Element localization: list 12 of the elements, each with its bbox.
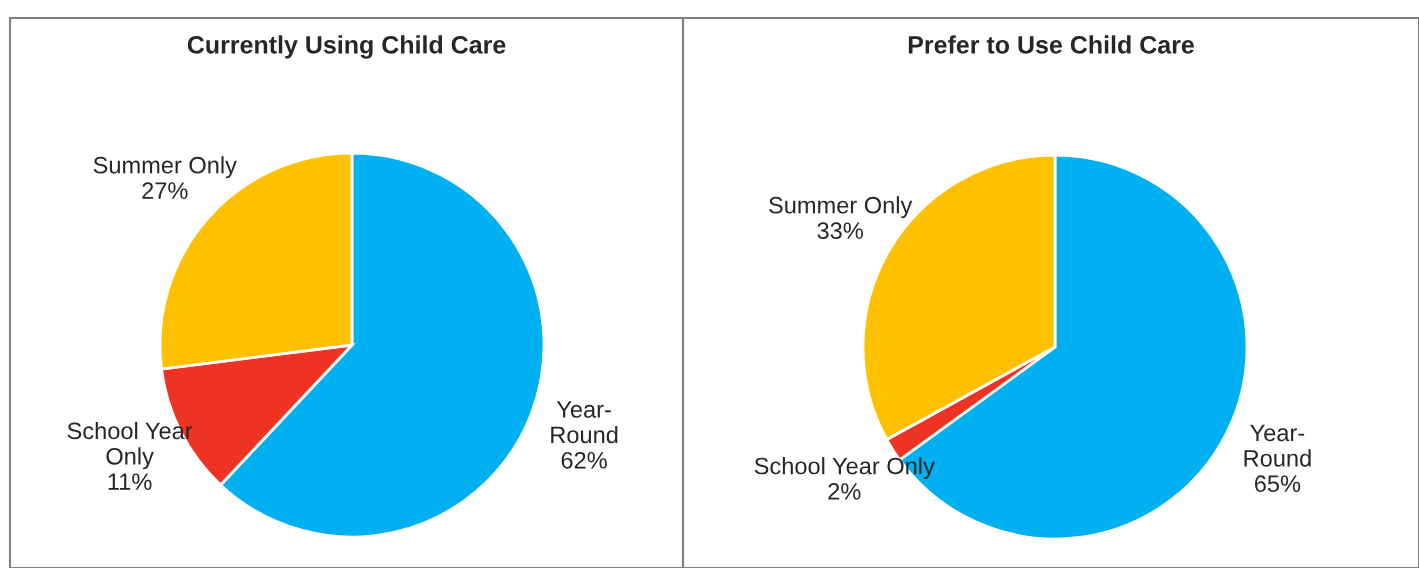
data-label: 11% <box>108 473 152 490</box>
slice-label: Summer Only <box>769 196 913 219</box>
data-label: 27% <box>142 182 188 199</box>
slice-label: Year- Round <box>551 401 618 444</box>
data-label: 33% <box>817 222 863 239</box>
chart-title: Currently Using Child Care <box>187 35 506 59</box>
data-label: 62% <box>561 451 607 469</box>
data-label: 2% <box>828 483 861 500</box>
slice-label: Year- Round <box>1244 424 1311 467</box>
data-label: 65% <box>1254 475 1301 493</box>
slice-label: Summer Only <box>93 156 237 179</box>
chart-title: Prefer to Use Child Care <box>908 35 1194 54</box>
